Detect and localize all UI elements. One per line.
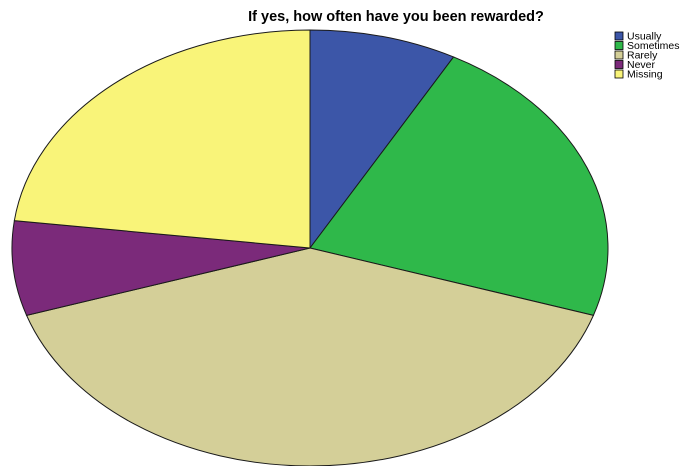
slice-usually xyxy=(309,29,455,250)
legend-swatch-sometimes xyxy=(614,41,624,50)
slice-never xyxy=(11,220,311,316)
legend-swatch-never xyxy=(614,60,624,69)
legend-swatch-missing xyxy=(614,69,624,79)
legend-label-never: Never xyxy=(627,59,656,71)
pie-slices xyxy=(11,29,609,466)
legend-label-sometimes: Sometimes xyxy=(627,40,680,52)
legend-label-rarely: Rarely xyxy=(627,50,658,62)
legend-swatch-usually xyxy=(614,31,624,41)
chart-title: If yes, how often have you been rewarded… xyxy=(248,9,544,25)
legend-label-usually: Usually xyxy=(627,31,662,43)
legend-label-missing: Missing xyxy=(627,69,663,81)
slice-missing xyxy=(13,29,311,249)
legend-swatch-rarely xyxy=(614,50,624,60)
slice-sometimes xyxy=(309,56,609,316)
